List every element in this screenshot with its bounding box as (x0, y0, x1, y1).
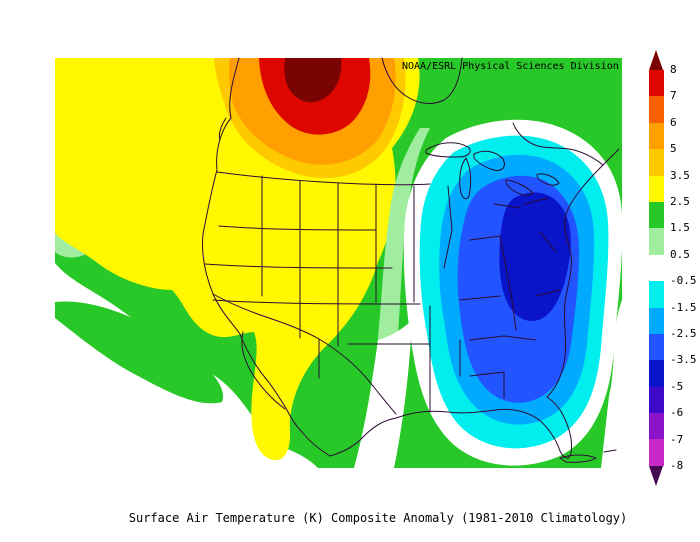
colorbar-segment (649, 439, 664, 466)
colorbar-tick-labels: 8 7 6 5 3.5 2.5 1.5 0.5 -0.5 -1.5 -2.5 -3.5 -5 -6 -7 -8 (670, 63, 697, 472)
field-green-finger-southwest (55, 301, 224, 404)
colorbar-segment (649, 307, 664, 334)
colorbar-tick-label: -2.5 (670, 327, 697, 340)
lake-superior (425, 142, 471, 158)
colorbar-tick-label: 1.5 (670, 221, 690, 235)
colorbar-segment (649, 201, 664, 229)
colorbar-segment (649, 175, 664, 202)
border-us-canada (216, 171, 431, 186)
colorbar-tick-label: -0.5 (670, 274, 697, 288)
colorbar-segment (649, 360, 664, 387)
field-neutral-white-band-south (354, 320, 412, 468)
colorbar-segment (649, 413, 664, 440)
lake-ontario (536, 173, 560, 186)
colorbar-segment (649, 254, 664, 282)
colorbar-tick-label: 2.5 (670, 195, 690, 208)
state-borders-east (443, 185, 561, 399)
coastline-florida (537, 396, 572, 459)
colorbar-segment (649, 386, 664, 414)
lake-erie (505, 179, 534, 196)
colorbar-segment (649, 281, 664, 308)
state-borders-west (204, 175, 431, 413)
colorbar-segment (649, 96, 664, 123)
coastline-hudson-bay (381, 57, 463, 104)
coastline-gulf (329, 408, 539, 457)
island-cuba (559, 449, 617, 463)
colorbar-tick-label: -3.5 (670, 353, 697, 367)
colorbar-segment (649, 122, 664, 150)
colorbar-tick-label: -7 (670, 432, 684, 446)
colorbar: 8 7 6 5 3.5 2.5 1.5 0.5 -0.5 -1.5 -2.5 -3.5 -5 -6 -7 -8 (649, 50, 697, 486)
colorbar-tick-label: 6 (670, 115, 677, 129)
caption-title: Surface Air Temperature (K) Composite An… (128, 511, 628, 525)
coastline-baja (241, 331, 286, 410)
lake-huron (473, 150, 505, 171)
captions: Surface Air Temperature (K) Composite An… (56, 478, 700, 542)
attribution: NOAA/ESRL Physical Sciences Division (402, 61, 619, 72)
colorbar-tick-label: 0.5 (670, 247, 690, 261)
colorbar-segment (649, 228, 664, 255)
colorbar-segment (649, 70, 664, 97)
colorbar-tick-label: 3.5 (670, 168, 690, 182)
colorbar-tick-label: -6 (670, 406, 684, 420)
colorbar-arrow-top (649, 50, 663, 70)
colorbar-tick-label: 5 (670, 142, 677, 156)
field-cold-darkblue-core (499, 192, 571, 321)
colorbar-segment (649, 333, 664, 361)
lake-michigan (459, 157, 472, 200)
island-vancouver (218, 117, 227, 141)
coastline-atlantic (546, 148, 620, 398)
colorbar-segments (649, 70, 664, 466)
colorbar-segment (649, 149, 664, 176)
field-warm-darkred-core (284, 58, 342, 103)
coastline-st-lawrence (512, 122, 604, 166)
colorbar-arrow-bottom (649, 465, 663, 486)
colorbar-tick-label: 7 (670, 89, 677, 103)
colorbar-tick-label: -1.5 (670, 300, 697, 314)
coastline-pacific (202, 57, 331, 457)
colorbar-tick-label: -8 (670, 459, 684, 472)
colorbar-tick-label: -5 (670, 379, 684, 393)
colorbar-tick-label: 8 (670, 63, 677, 76)
map-outlines (202, 57, 620, 463)
